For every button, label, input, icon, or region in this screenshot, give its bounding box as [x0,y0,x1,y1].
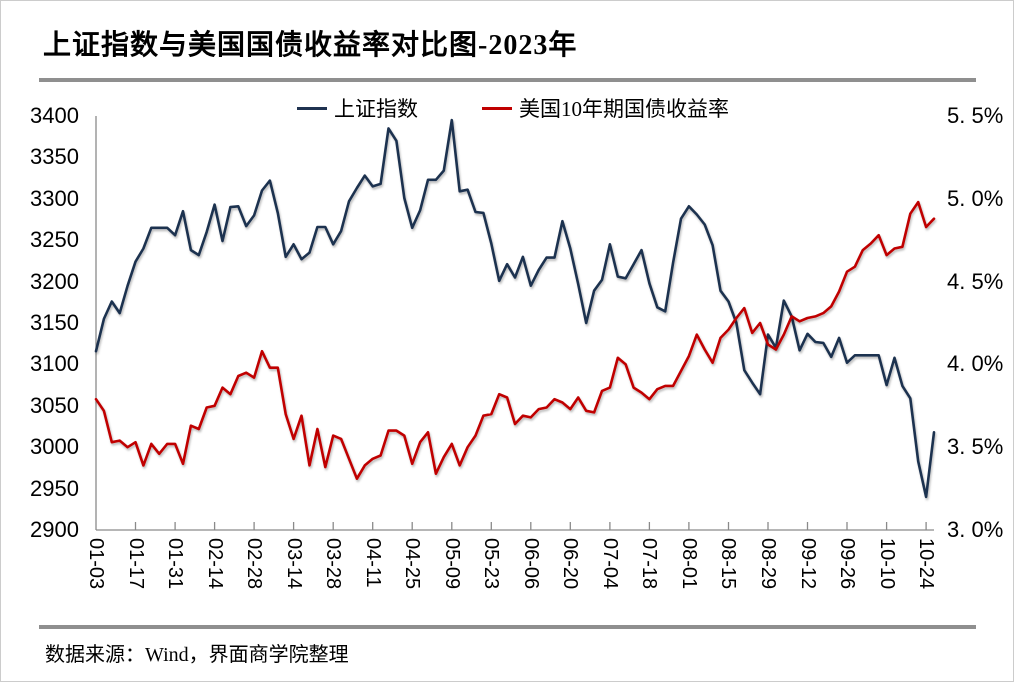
legend-label-sse: 上证指数 [334,97,418,121]
source-note: 数据来源：Wind，界面商学院整理 [45,644,349,666]
left-axis-tick-label: 2900 [30,517,79,542]
left-axis-tick-label: 2950 [30,475,79,501]
x-axis-tick-label: 10-10 [875,538,898,590]
x-axis-tick-label: 08-29 [756,538,779,590]
x-axis-tick-label: 09-12 [796,538,819,590]
sse-line-swatch [297,106,327,110]
x-axis-tick-label: 04-11 [361,538,384,588]
x-axis-tick-label: 01-17 [124,538,147,590]
left-axis-tick-label: 3050 [30,392,79,418]
sse-index-line [94,118,936,499]
right-axis-tick-label: 4. 0% [947,351,1004,377]
left-axis-tick-label: 3250 [30,227,79,253]
x-axis-tick-label: 01-31 [164,538,187,590]
left-axis-tick-label: 3200 [30,268,79,294]
x-axis-tick-label: 02-14 [203,538,226,590]
x-axis-tick-label: 08-01 [677,538,700,590]
x-axis-tick-label: 08-15 [717,538,740,590]
left-axis-tick-label: 3150 [30,310,79,335]
legend-item-sse: 上证指数 [297,93,418,123]
x-axis-tick-label: 06-06 [519,538,542,590]
right-axis-tick-label: 3. 0% [947,517,1004,542]
x-axis-tick-label: 03-28 [322,538,345,590]
x-axis-tick-label: 04-25 [401,538,424,590]
x-axis-tick-label: 07-18 [638,538,661,590]
legend-item-ust: 美国10年期国债收益率 [482,93,729,123]
left-axis-tick-label: 3100 [30,351,79,377]
right-axis-tick-label: 3. 5% [947,434,1004,460]
left-axis-tick-label: 3300 [30,185,79,211]
left-axis-tick-label: 3400 [30,103,79,128]
series-lines [94,118,936,499]
x-axis-tick-label: 05-23 [480,538,503,590]
x-axis-tick-label: 05-09 [440,538,463,590]
axis-lines-and-ticks [95,116,934,531]
axes [95,116,934,531]
right-axis-tick-label: 5. 0% [947,185,1004,211]
x-axis-tick-label: 06-20 [559,538,582,590]
x-axis-tick-label: 07-04 [598,538,621,590]
top-divider [39,78,976,82]
x-axis-tick-label: 09-26 [836,538,859,590]
left-axis-tick-label: 3000 [30,434,79,460]
legend-label-ust: 美国10年期国债收益率 [519,97,729,121]
right-axis-tick-label: 5. 5% [947,103,1004,128]
x-axis-tick-label: 01-03 [85,538,107,590]
legend: 上证指数 美国10年期国债收益率 [297,93,729,123]
x-axis-tick-label: 03-14 [282,538,305,590]
x-axis-tick-label: 10-24 [915,538,938,590]
left-axis-tick-label: 3350 [30,144,79,170]
ust-line-swatch [482,106,512,110]
ust-10y-yield-line [94,200,936,481]
x-axis-tick-label: 02-28 [243,538,266,590]
bottom-divider [39,625,976,629]
chart-title: 上证指数与美国国债收益率对比图-2023年 [43,30,578,61]
right-axis-tick-label: 4. 5% [947,268,1004,294]
